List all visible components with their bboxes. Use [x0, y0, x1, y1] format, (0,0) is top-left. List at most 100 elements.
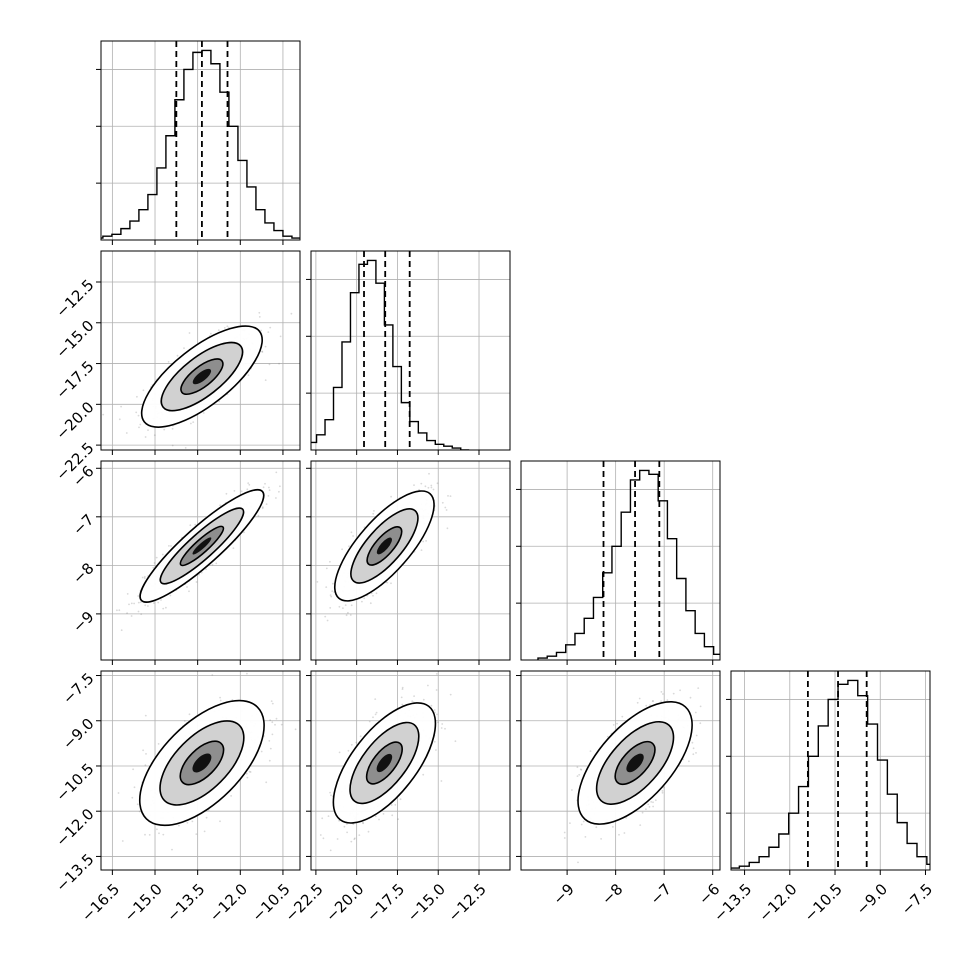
sample-point: [205, 816, 208, 819]
sample-point: [144, 714, 147, 717]
sample-point: [400, 696, 403, 699]
sample-point: [330, 794, 332, 797]
y-tick-label-3: −7: [69, 511, 97, 539]
sample-point: [211, 563, 214, 566]
sample-point: [649, 704, 651, 707]
sample-point: [330, 595, 333, 598]
sample-point: [699, 722, 702, 725]
sample-point: [444, 727, 446, 730]
sample-point: [394, 804, 397, 806]
sample-point: [432, 488, 435, 491]
sample-point: [171, 444, 174, 447]
sample-point: [427, 684, 429, 687]
sample-point: [215, 562, 218, 565]
sample-point: [325, 567, 328, 570]
sample-point: [170, 545, 172, 547]
sample-point: [227, 326, 230, 329]
sample-point: [374, 698, 377, 700]
sample-point: [202, 412, 205, 414]
sample-point: [580, 823, 583, 826]
density-contours: [140, 325, 263, 428]
sample-point: [338, 605, 341, 608]
y-tick-label-2: −20.0: [52, 398, 97, 443]
sample-point: [157, 743, 160, 745]
sample-point: [246, 776, 249, 779]
sample-point: [435, 689, 438, 691]
panel-frame: [310, 250, 511, 451]
sample-point: [139, 601, 142, 603]
sample-point: [354, 837, 356, 840]
sample-point: [165, 606, 167, 609]
y-tick-label-4: −9.0: [59, 715, 97, 753]
sample-point: [612, 826, 614, 828]
sample-point: [433, 740, 436, 743]
sample-point: [391, 814, 394, 817]
sample-point: [167, 361, 170, 363]
sample-point: [316, 581, 319, 583]
sample-point: [447, 495, 449, 497]
sample-point: [308, 574, 310, 576]
density-peak: [192, 537, 212, 555]
sample-point: [322, 837, 325, 840]
sample-point: [248, 483, 251, 486]
sample-point: [117, 792, 120, 794]
sample-point: [430, 704, 433, 707]
sample-point: [240, 490, 243, 493]
x-tick-label-2: −12.0: [755, 880, 800, 925]
x-tick-label-4: −15.0: [404, 880, 449, 925]
sample-point: [145, 753, 147, 755]
sample-point: [435, 749, 437, 751]
sample-point: [689, 696, 692, 699]
sample-point: [444, 506, 447, 509]
sample-point: [612, 724, 615, 726]
sample-point: [338, 751, 341, 754]
density-panel-4-2: −22.5−20.0−17.5−15.0−12.5: [281, 670, 511, 925]
sample-point: [324, 615, 327, 618]
sample-point: [210, 332, 212, 335]
sample-point: [211, 674, 214, 676]
sample-point: [332, 582, 334, 585]
sample-point: [194, 523, 197, 526]
sample-point: [695, 734, 698, 737]
sample-point: [625, 817, 628, 819]
sample-point: [363, 597, 366, 600]
sample-point: [329, 560, 331, 563]
sample-point: [413, 484, 415, 486]
sample-point: [600, 838, 602, 840]
sample-point: [268, 740, 271, 742]
sample-point: [139, 423, 142, 426]
sample-point: [183, 720, 186, 722]
sample-point: [260, 750, 263, 753]
sample-point: [679, 689, 681, 692]
sample-point: [137, 414, 140, 417]
sample-point: [449, 693, 452, 696]
sample-point: [606, 735, 609, 738]
sample-point: [652, 700, 654, 702]
sample-point: [233, 490, 236, 492]
sample-point: [378, 818, 380, 821]
sample-point: [184, 447, 187, 449]
sample-point: [275, 471, 278, 474]
y-tick-label-3: −17.5: [52, 357, 97, 402]
sample-point: [639, 824, 642, 826]
sample-point: [188, 713, 191, 716]
sample-point: [147, 605, 149, 607]
sample-point: [370, 592, 373, 595]
density-panel-4-1: −16.5−15.0−13.5−12.0−10.5−13.5−12.0−10.5…: [52, 669, 301, 925]
sample-point: [102, 413, 105, 416]
sample-point: [577, 861, 579, 864]
density-contours: [139, 489, 265, 603]
sample-point: [274, 723, 276, 726]
panel-frame: [520, 670, 721, 871]
sample-point: [571, 789, 573, 791]
sample-point: [195, 581, 198, 583]
sample-point: [223, 327, 226, 329]
x-tick-label-1: −16.5: [78, 880, 123, 925]
sample-point: [350, 743, 353, 746]
sample-point: [131, 796, 134, 799]
sample-point: [264, 345, 267, 348]
sample-point: [390, 582, 392, 585]
sample-point: [372, 512, 375, 515]
sample-point: [691, 741, 694, 744]
